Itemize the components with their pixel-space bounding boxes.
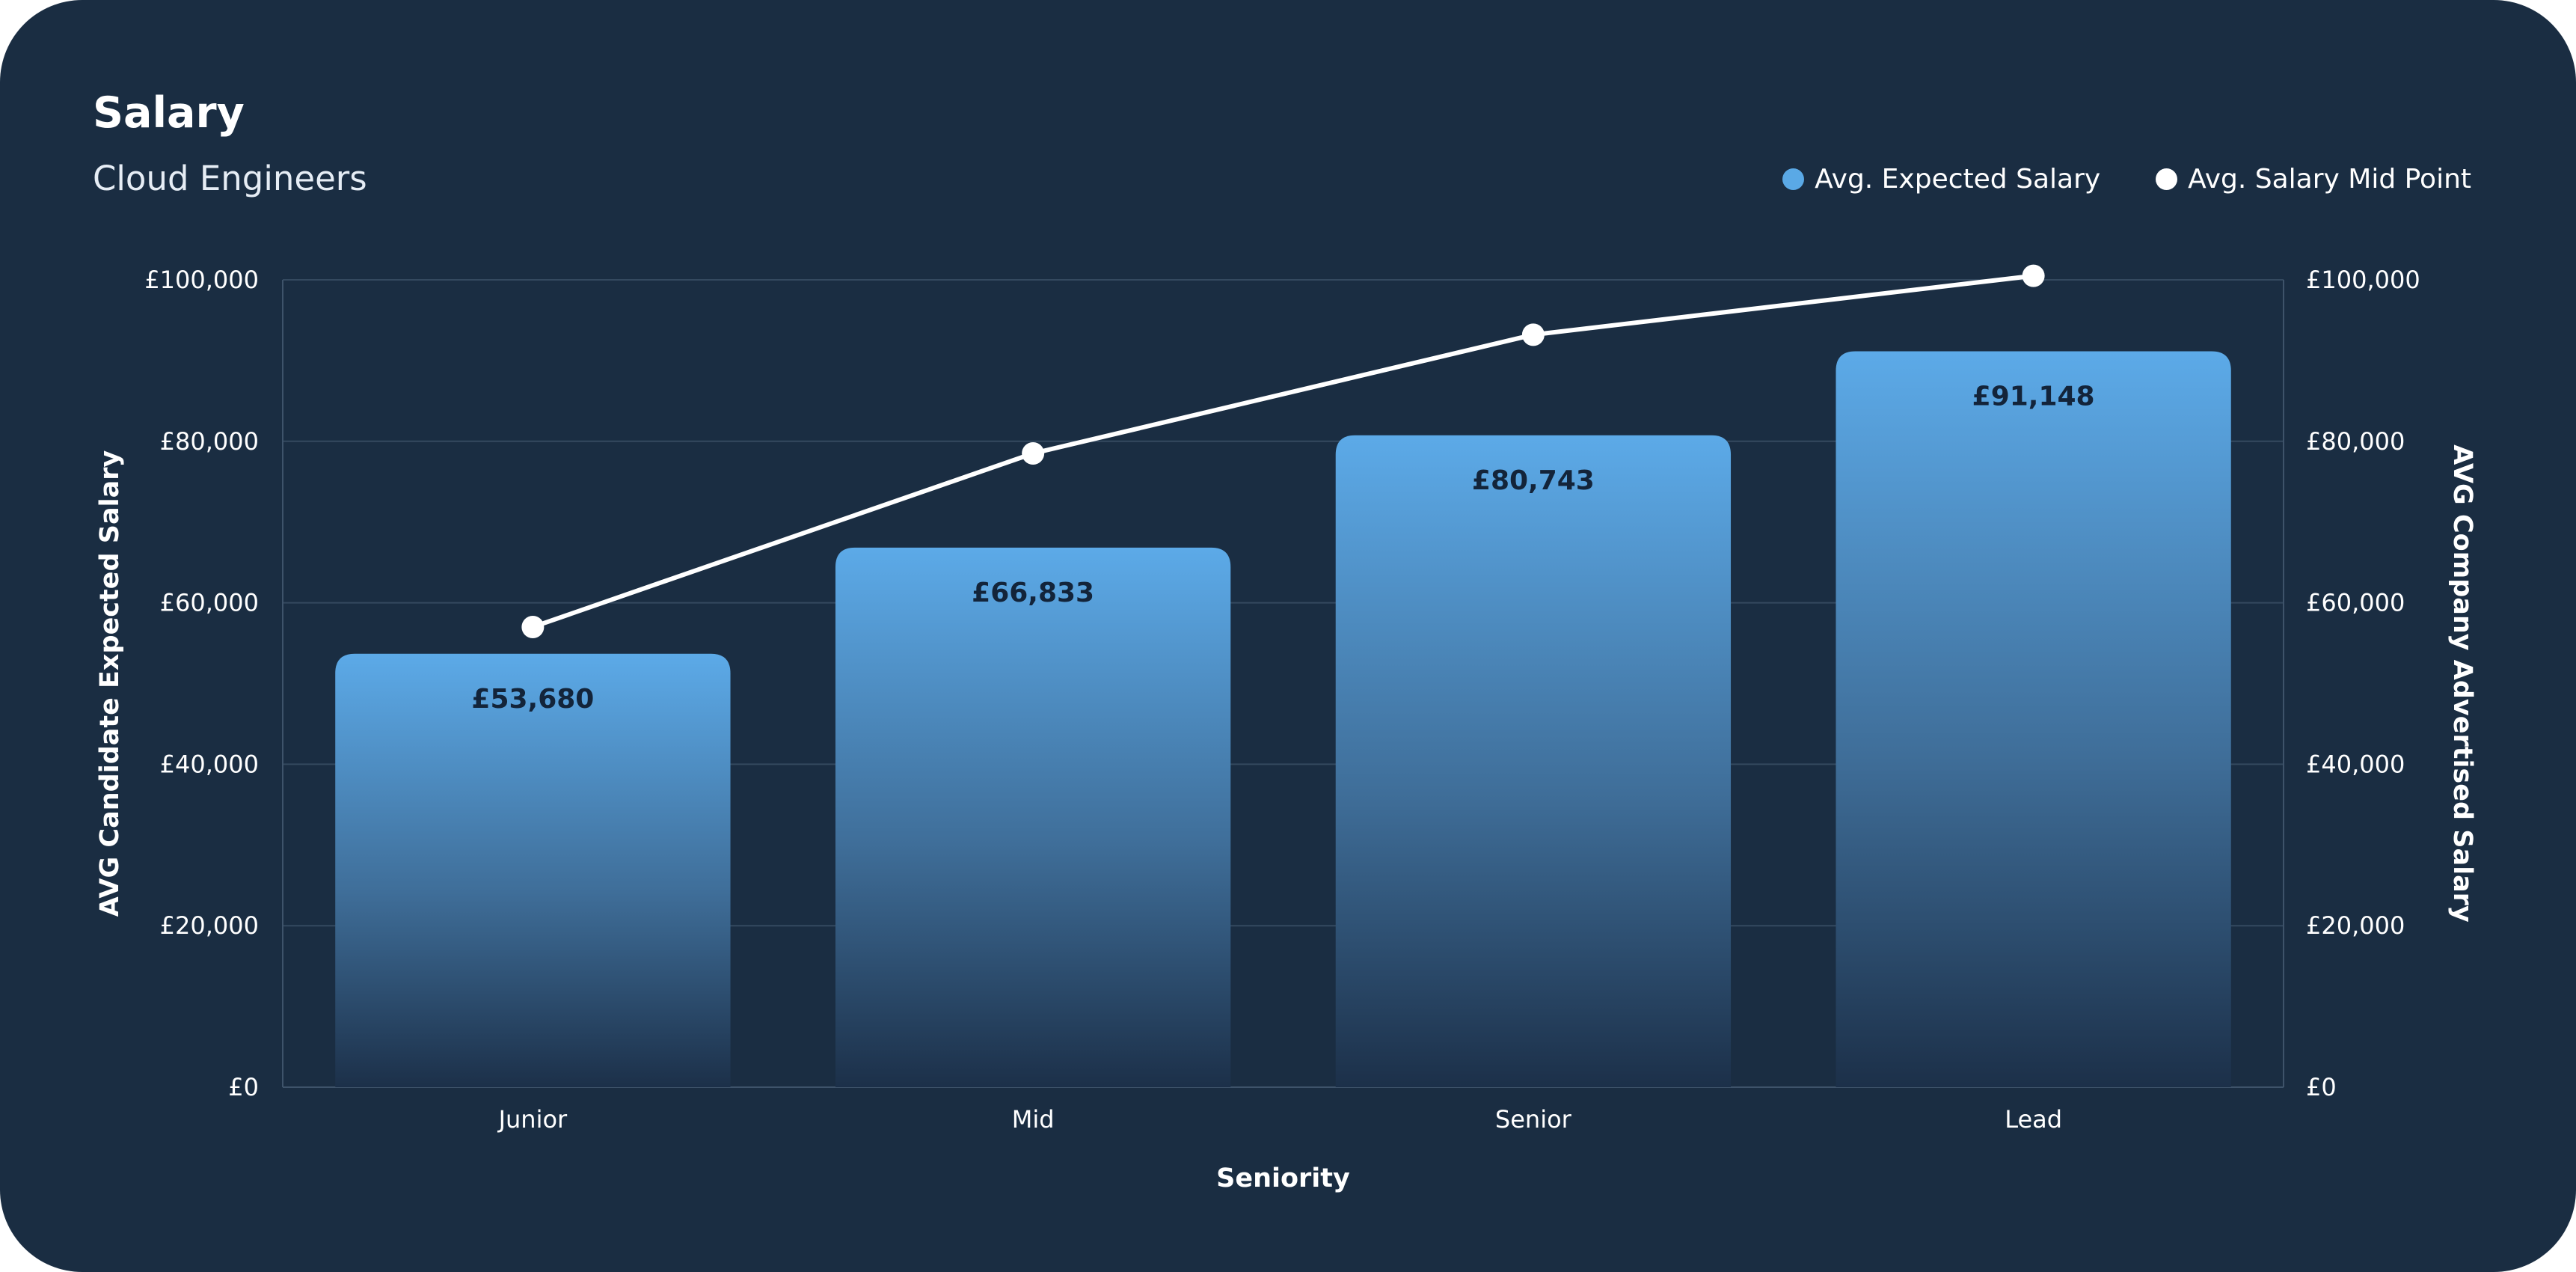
y-tick-label-20000: £20,000 xyxy=(160,911,259,940)
mid-point-series-line xyxy=(532,273,2034,629)
legend-item-salary-mid-point: Avg. Salary Mid Point xyxy=(2156,164,2471,195)
y-tick-label-40000: £40,000 xyxy=(160,750,259,778)
y2-tick-label-60000: £60,000 xyxy=(2306,589,2405,617)
y-tick-label-0: £0 xyxy=(228,1073,259,1101)
labels: £0 £0 £20,000 £20,000 £40,000 £40,000 £60,000 £… xyxy=(95,266,2477,1193)
mid-point-line xyxy=(521,264,2045,638)
y-tick-label-80000: £80,000 xyxy=(160,427,259,456)
legend-label-expected-salary: Avg. Expected Salary xyxy=(1815,164,2101,195)
legend: Avg. Expected Salary Avg. Salary Mid Poi… xyxy=(1727,164,2471,195)
legend-swatch-salary-mid-point xyxy=(2156,168,2178,190)
bar-value-label-junior: £53,680 xyxy=(471,684,594,715)
chart-title: Salary xyxy=(93,88,245,138)
y-tick-label-100000: £100,000 xyxy=(144,266,259,294)
y2-tick-label-20000: £20,000 xyxy=(2306,911,2405,940)
bar-senior xyxy=(1335,435,1732,1087)
chart-subtitle: Cloud Engineers xyxy=(93,159,367,198)
mid-point-marker-junior xyxy=(521,615,545,638)
bar-value-label-senior: £80,743 xyxy=(1472,465,1595,496)
x-tick-label-mid: Mid xyxy=(1012,1105,1055,1134)
x-tick-label-lead: Lead xyxy=(2005,1105,2062,1134)
mid-point-marker-senior xyxy=(1521,323,1545,346)
bar-value-label-lead: £91,148 xyxy=(1972,382,2095,412)
mid-point-marker-mid xyxy=(1022,441,1045,465)
legend-label-salary-mid-point: Avg. Salary Mid Point xyxy=(2188,164,2471,195)
x-tick-label-junior: Junior xyxy=(497,1105,568,1134)
y2-tick-label-80000: £80,000 xyxy=(2306,427,2405,456)
legend-swatch-expected-salary xyxy=(1782,168,1805,190)
bar-junior xyxy=(335,653,731,1087)
y-axis-title: AVG Candidate Expected Salary xyxy=(95,450,125,917)
bar-lead xyxy=(1836,351,2231,1088)
bar-mid xyxy=(835,547,1231,1087)
y2-tick-label-40000: £40,000 xyxy=(2306,750,2405,778)
y2-tick-label-100000: £100,000 xyxy=(2306,266,2420,294)
y2-axis-title: AVG Company Advertised Salary xyxy=(2447,444,2477,923)
bar-value-label-mid: £66,833 xyxy=(972,578,1094,608)
bars xyxy=(335,351,2231,1088)
y-tick-label-60000: £60,000 xyxy=(160,589,259,617)
legend-item-expected-salary: Avg. Expected Salary xyxy=(1782,164,2100,195)
x-axis-title: Seniority xyxy=(1216,1164,1350,1193)
mid-point-marker-lead xyxy=(2022,264,2045,287)
x-tick-label-senior: Senior xyxy=(1495,1105,1572,1134)
y2-tick-label-0: £0 xyxy=(2306,1073,2337,1101)
